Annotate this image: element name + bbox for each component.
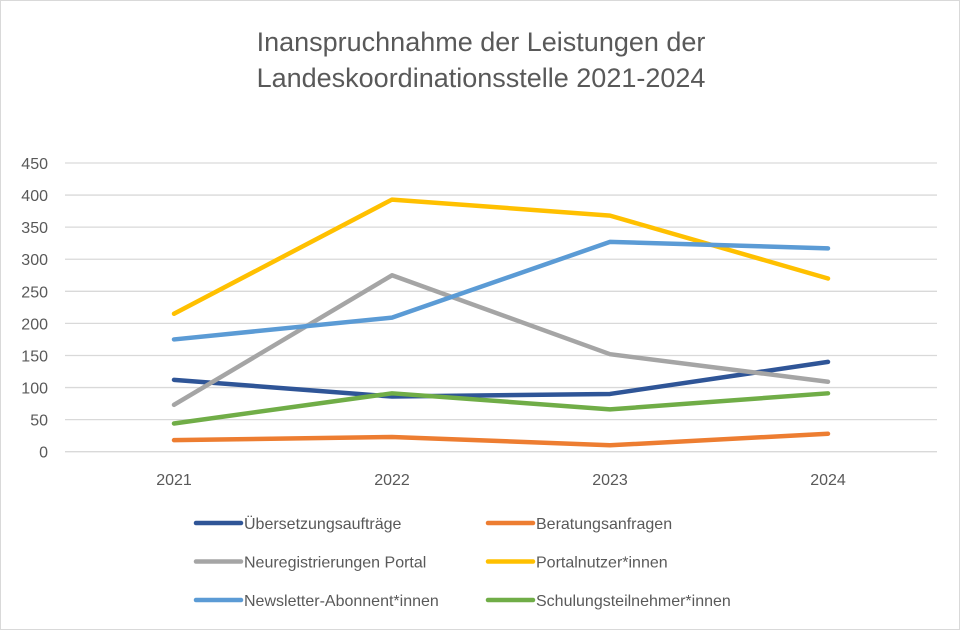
legend-label: Neuregistrierungen Portal [244,555,426,572]
legend-item: Übersetzungsaufträge [193,515,402,533]
series-line-2 [171,273,831,408]
legend-item: Portalnutzer*innen [485,555,668,572]
chart-title-line-2: Landeskoordinationsstelle 2021-2024 [257,63,706,93]
x-tick-label: 2024 [810,472,846,489]
series-line-4 [171,239,831,342]
legend-label: Portalnutzer*innen [536,555,668,572]
legend-item: Newsletter-Abonnent*innen [193,593,439,610]
legend-label: Newsletter-Abonnent*innen [244,593,439,610]
y-tick-label: 50 [30,413,48,430]
chart-title-line-1: Inanspruchnahme der Leistungen der [257,27,706,57]
y-tick-label: 250 [21,284,48,301]
y-tick-label: 0 [39,445,48,462]
y-tick-label: 400 [21,188,48,205]
y-tick-label: 450 [21,156,48,173]
legend-label: Beratungsanfragen [536,516,672,533]
y-tick-label: 200 [21,316,48,333]
legend-item: Neuregistrierungen Portal [193,555,426,572]
series-line-1 [171,431,831,448]
y-tick-label: 100 [21,381,48,398]
y-tick-label: 350 [21,220,48,237]
series-line-0 [171,359,831,399]
x-tick-label: 2023 [592,472,628,489]
series-line-5 [171,391,831,426]
x-tick-label: 2022 [374,472,410,489]
legend-label: Schulungsteilnehmer*innen [536,593,731,610]
x-tick-label: 2021 [156,472,192,489]
y-tick-label: 150 [21,348,48,365]
legend-item: Schulungsteilnehmer*innen [485,593,731,610]
legend-label: Übersetzungsaufträge [244,515,402,533]
series-line-3 [171,197,831,317]
y-tick-label: 300 [21,252,48,269]
legend-item: Beratungsanfragen [485,516,672,533]
